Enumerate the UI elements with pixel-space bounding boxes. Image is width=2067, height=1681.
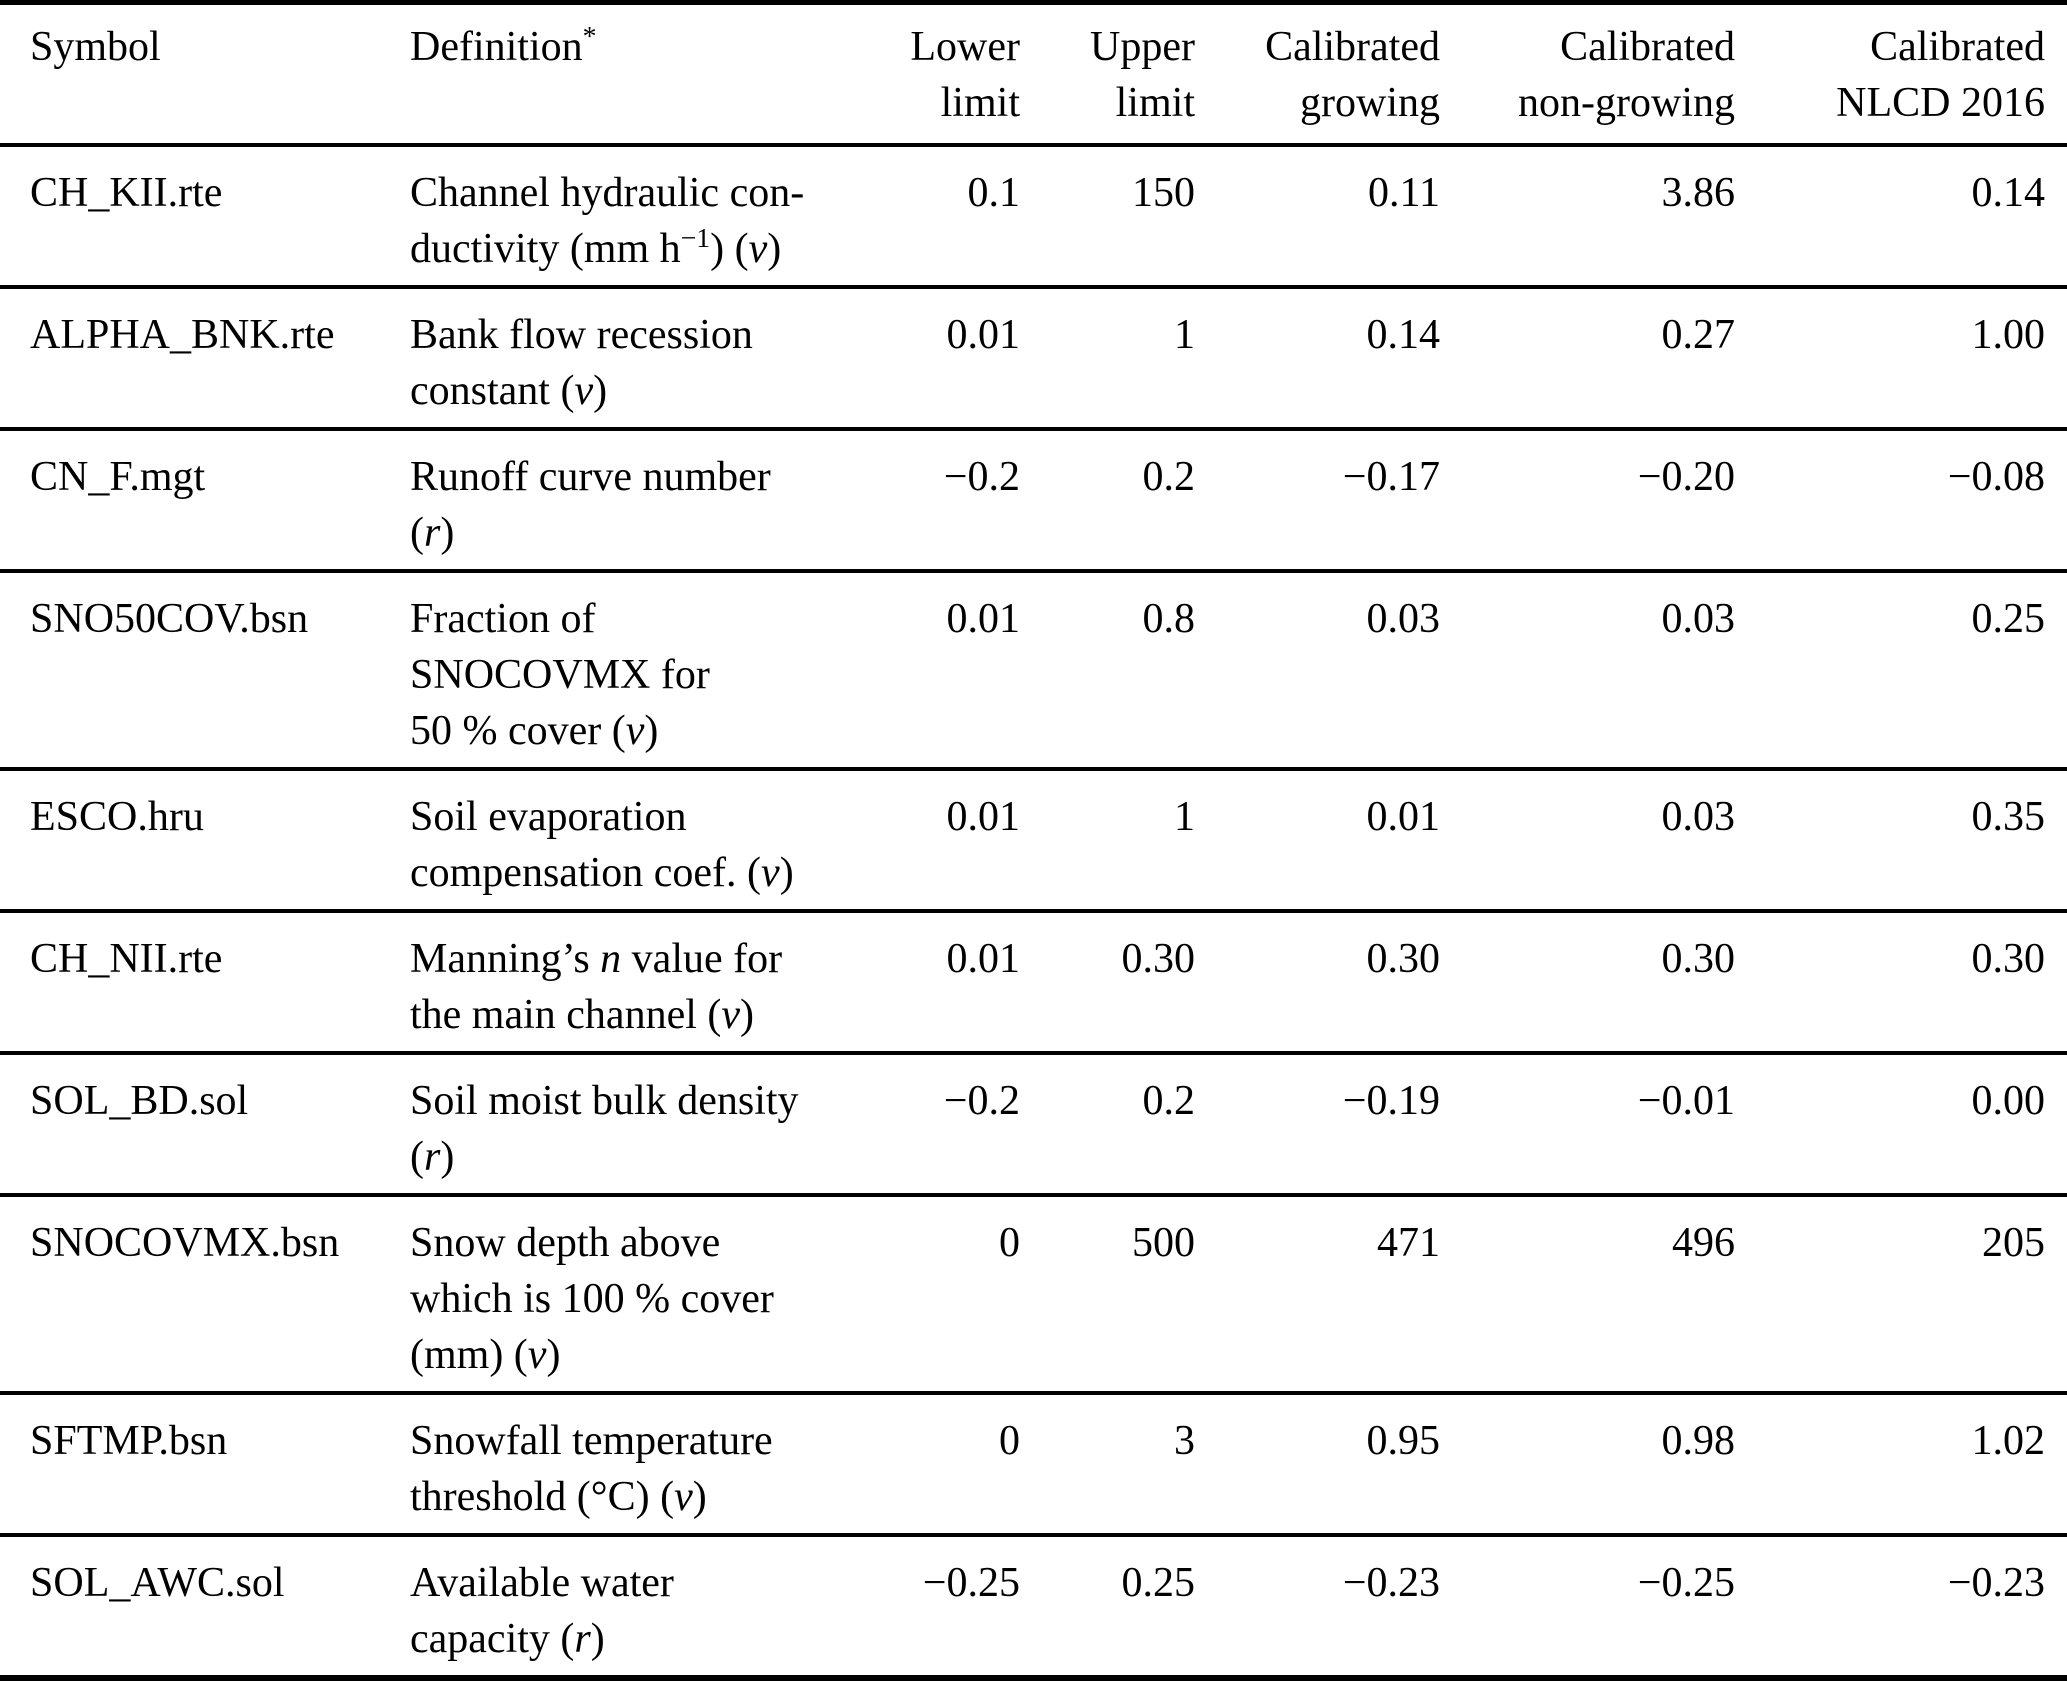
cell-calibrated-growing: 0.14 xyxy=(1195,285,1440,429)
cell-calibrated-nlcd-2016: 0.14 xyxy=(1735,143,2067,287)
cell-upper-limit: 3 xyxy=(1020,1391,1195,1535)
cell-lower-limit: −0.25 xyxy=(860,1533,1020,1678)
cell-calibrated-non-growing: 0.03 xyxy=(1440,569,1735,769)
table-body: CH_KII.rte Channel hydraulic con-ductivi… xyxy=(0,143,2067,1678)
cell-lower-limit: 0.1 xyxy=(860,143,1020,287)
cell-lower-limit: 0 xyxy=(860,1193,1020,1393)
cell-calibrated-non-growing: 496 xyxy=(1440,1193,1735,1393)
cell-calibrated-nlcd-2016: 205 xyxy=(1735,1193,2067,1393)
table-row: ESCO.hru Soil evaporation compensation co… xyxy=(0,767,2067,911)
cell-calibrated-growing: −0.19 xyxy=(1195,1051,1440,1195)
col-header-symbol: Symbol xyxy=(30,24,161,70)
cell-symbol: CH_KII.rte xyxy=(0,143,410,287)
cell-definition: Soil evaporation compensation coef. (v) xyxy=(410,767,860,911)
cell-calibrated-nlcd-2016: 0.35 xyxy=(1735,767,2067,911)
table-row: SNOCOVMX.bsn Snow depth above which is 10… xyxy=(0,1193,2067,1393)
cell-symbol: SNO50COV.bsn xyxy=(0,569,410,769)
cell-calibrated-growing: 0.03 xyxy=(1195,569,1440,769)
cell-lower-limit: 0.01 xyxy=(860,909,1020,1053)
cell-upper-limit: 1 xyxy=(1020,285,1195,429)
cell-upper-limit: 0.2 xyxy=(1020,1051,1195,1195)
cell-definition: Snowfall temperature threshold (°C) (v) xyxy=(410,1391,860,1535)
cell-upper-limit: 150 xyxy=(1020,143,1195,287)
cell-upper-limit: 500 xyxy=(1020,1193,1195,1393)
cell-definition: Runoff curve number (r) xyxy=(410,427,860,571)
cell-lower-limit: 0.01 xyxy=(860,285,1020,429)
cell-calibrated-nlcd-2016: −0.23 xyxy=(1735,1533,2067,1678)
cell-lower-limit: −0.2 xyxy=(860,427,1020,571)
cell-symbol: CH_NII.rte xyxy=(0,909,410,1053)
cell-upper-limit: 0.2 xyxy=(1020,427,1195,571)
cell-definition: Bank flow recession constant (v) xyxy=(410,285,860,429)
cell-definition: Manning’s n value for the main channel (v… xyxy=(410,909,860,1053)
cell-symbol: SFTMP.bsn xyxy=(0,1391,410,1535)
table-row: CN_F.mgt Runoff curve number (r) −0.2 0.2… xyxy=(0,427,2067,571)
col-header-upper-limit: Upper limit xyxy=(1090,24,1195,126)
col-header-calibrated-non-growing: Calibrated non-growing xyxy=(1518,24,1735,126)
cell-symbol: CN_F.mgt xyxy=(0,427,410,571)
cell-calibrated-non-growing: 3.86 xyxy=(1440,143,1735,287)
cell-upper-limit: 0.30 xyxy=(1020,909,1195,1053)
cell-calibrated-growing: 0.30 xyxy=(1195,909,1440,1053)
header-row: Symbol Definition* Lower limit Upper limit… xyxy=(0,3,2067,146)
cell-calibrated-non-growing: −0.25 xyxy=(1440,1533,1735,1678)
table-header: Symbol Definition* Lower limit Upper limit… xyxy=(0,3,2067,146)
cell-calibrated-nlcd-2016: 0.30 xyxy=(1735,909,2067,1053)
cell-calibrated-non-growing: −0.20 xyxy=(1440,427,1735,571)
cell-calibrated-nlcd-2016: −0.08 xyxy=(1735,427,2067,571)
cell-calibrated-non-growing: 0.03 xyxy=(1440,767,1735,911)
table-row: SOL_BD.sol Soil moist bulk density (r) −0… xyxy=(0,1051,2067,1195)
table-row: CH_NII.rte Manning’s n value for the main… xyxy=(0,909,2067,1053)
cell-symbol: SOL_AWC.sol xyxy=(0,1533,410,1678)
table-row: SNO50COV.bsn Fraction of SNOCOVMX for 50 %… xyxy=(0,569,2067,769)
cell-calibrated-non-growing: 0.27 xyxy=(1440,285,1735,429)
cell-definition: Fraction of SNOCOVMX for 50 % cover (v) xyxy=(410,569,860,769)
cell-calibrated-growing: 0.95 xyxy=(1195,1391,1440,1535)
table-row: SOL_AWC.sol Available water capacity (r) … xyxy=(0,1533,2067,1678)
cell-upper-limit: 0.25 xyxy=(1020,1533,1195,1678)
cell-calibrated-nlcd-2016: 0.25 xyxy=(1735,569,2067,769)
cell-calibrated-growing: 0.11 xyxy=(1195,143,1440,287)
cell-lower-limit: −0.2 xyxy=(860,1051,1020,1195)
cell-calibrated-non-growing: 0.98 xyxy=(1440,1391,1735,1535)
col-header-calibrated-nlcd-2016: Calibrated NLCD 2016 xyxy=(1836,24,2045,126)
cell-definition: Snow depth above which is 100 % cover (mm)… xyxy=(410,1193,860,1393)
cell-symbol: SNOCOVMX.bsn xyxy=(0,1193,410,1393)
cell-calibrated-nlcd-2016: 0.00 xyxy=(1735,1051,2067,1195)
table-row: SFTMP.bsn Snowfall temperature threshold … xyxy=(0,1391,2067,1535)
cell-calibrated-nlcd-2016: 1.02 xyxy=(1735,1391,2067,1535)
cell-calibrated-growing: 471 xyxy=(1195,1193,1440,1393)
cell-calibrated-growing: −0.23 xyxy=(1195,1533,1440,1678)
cell-definition: Soil moist bulk density (r) xyxy=(410,1051,860,1195)
cell-symbol: SOL_BD.sol xyxy=(0,1051,410,1195)
cell-lower-limit: 0.01 xyxy=(860,569,1020,769)
col-header-lower-limit: Lower limit xyxy=(910,24,1020,126)
cell-calibrated-non-growing: −0.01 xyxy=(1440,1051,1735,1195)
cell-calibrated-growing: −0.17 xyxy=(1195,427,1440,571)
cell-definition: Channel hydraulic con-ductivity (mm h−1)… xyxy=(410,143,860,287)
cell-calibrated-non-growing: 0.30 xyxy=(1440,909,1735,1053)
cell-calibrated-growing: 0.01 xyxy=(1195,767,1440,911)
cell-definition: Available water capacity (r) xyxy=(410,1533,860,1678)
col-header-calibrated-growing: Calibrated growing xyxy=(1265,24,1440,126)
table-row: CH_KII.rte Channel hydraulic con-ductivi… xyxy=(0,143,2067,287)
cell-symbol: ALPHA_BNK.rte xyxy=(0,285,410,429)
cell-upper-limit: 0.8 xyxy=(1020,569,1195,769)
col-header-definition: Definition* xyxy=(410,19,597,70)
cell-symbol: ESCO.hru xyxy=(0,767,410,911)
cell-calibrated-nlcd-2016: 1.00 xyxy=(1735,285,2067,429)
table-row: ALPHA_BNK.rte Bank flow recession constan… xyxy=(0,285,2067,429)
cell-lower-limit: 0.01 xyxy=(860,767,1020,911)
cell-lower-limit: 0 xyxy=(860,1391,1020,1535)
cell-upper-limit: 1 xyxy=(1020,767,1195,911)
